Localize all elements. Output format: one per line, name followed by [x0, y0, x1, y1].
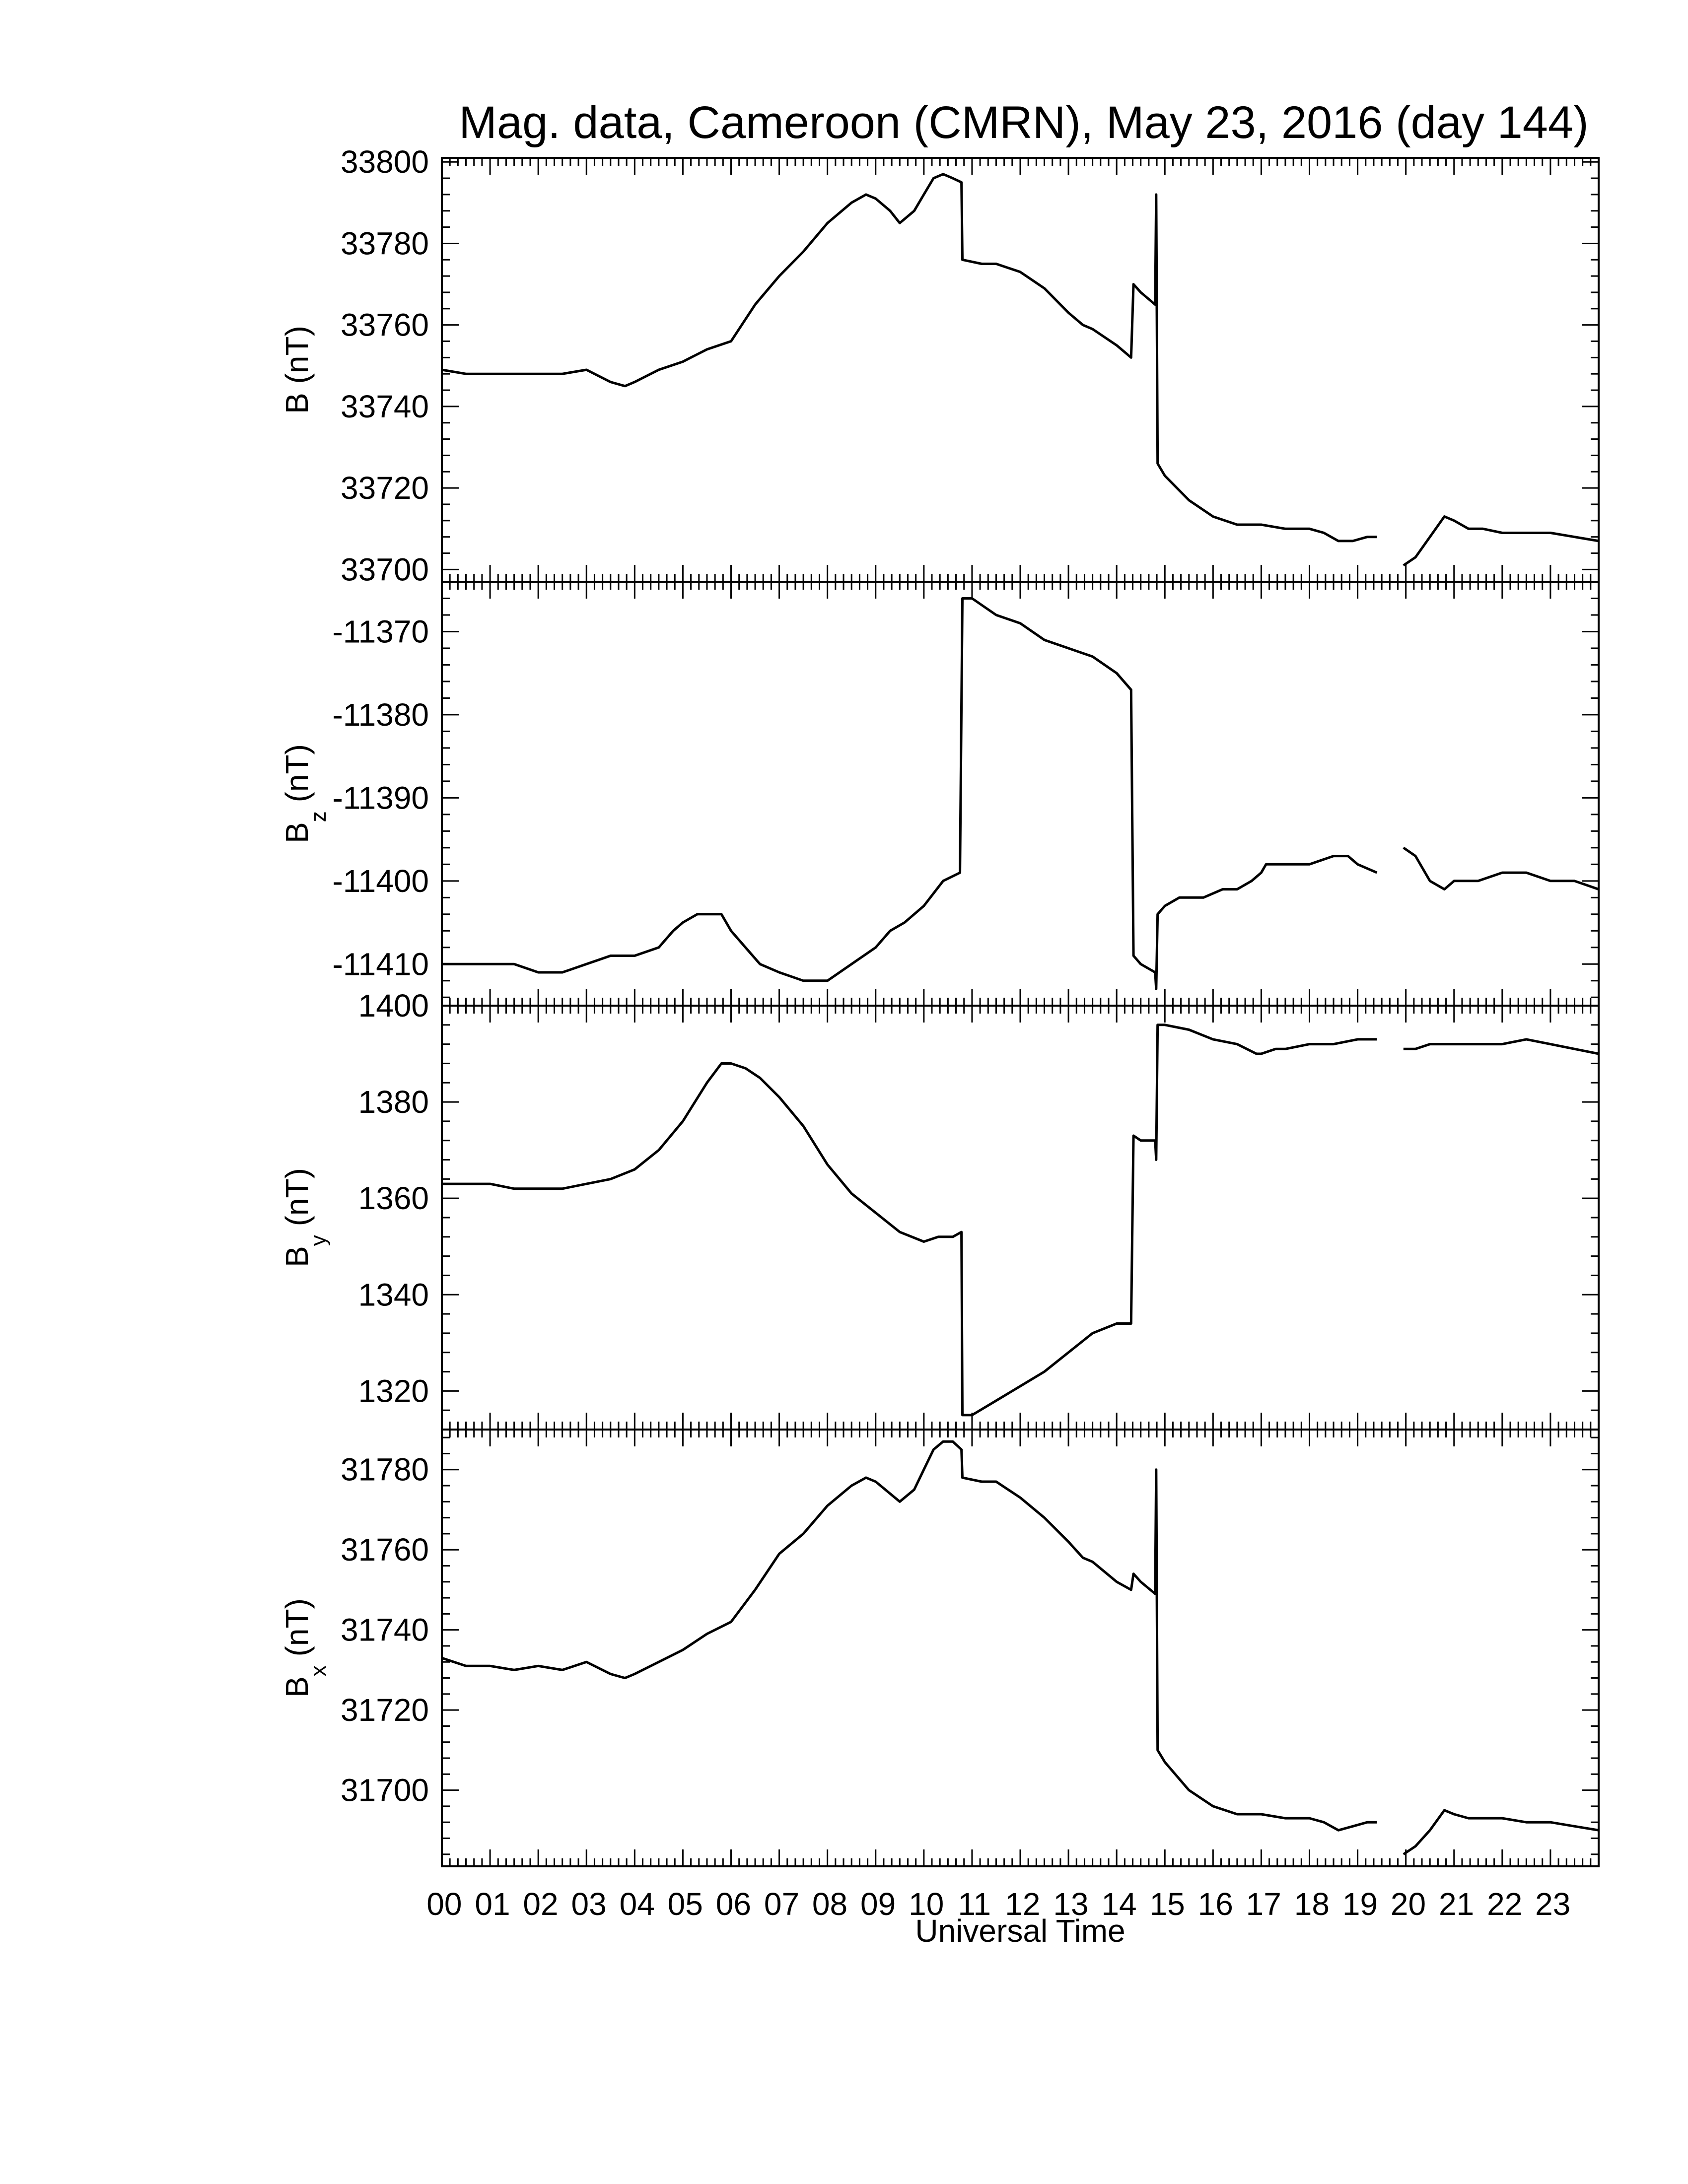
x-tick-label: 11	[958, 1886, 991, 1922]
y-tick-label: 33780	[341, 225, 429, 261]
x-tick-label: 01	[475, 1886, 510, 1922]
y-tick-label: 31720	[341, 1692, 429, 1728]
y-tick-label: -11380	[332, 697, 429, 733]
x-tick-label: 02	[523, 1886, 558, 1922]
panel-b: 33700 33720 33740 33760 33780 33800 B (nT)	[279, 144, 1600, 587]
series-bz-segment-2	[1403, 846, 1599, 891]
x-tick-label: 09	[860, 1886, 896, 1922]
x-tick-label: 13	[1053, 1886, 1088, 1922]
series-bx-segment-1	[441, 1440, 1377, 1832]
x-tick-label: 10	[909, 1886, 944, 1922]
x-tick-label: 18	[1294, 1886, 1330, 1922]
y-axis-label: B (nT)	[279, 326, 315, 414]
x-tick-label: 08	[812, 1886, 847, 1922]
y-tick-label: 1360	[358, 1180, 429, 1216]
x-tick-label: 07	[764, 1886, 799, 1922]
y-axis-label: By (nT)	[279, 1168, 331, 1267]
x-tick-label: 23	[1535, 1886, 1570, 1922]
y-tick-label: 33700	[341, 551, 429, 587]
x-tick-label: 17	[1246, 1886, 1281, 1922]
y-tick-label: 31780	[341, 1452, 429, 1488]
x-tick-label: 22	[1487, 1886, 1522, 1922]
y-tick-label: -11410	[332, 946, 429, 982]
series-b-segment-2	[1403, 515, 1599, 567]
y-axis-label: Bz (nT)	[279, 744, 331, 843]
x-axis-label: Universal Time	[915, 1913, 1125, 1949]
y-tick-label: 33760	[341, 307, 429, 343]
x-tick-label: 04	[620, 1886, 655, 1922]
panel-bx: 31700 31720 31740 31760 31780 Bx (nT)	[279, 1429, 1600, 1867]
x-tick-label: 06	[716, 1886, 751, 1922]
y-axis-label: Bx (nT)	[279, 1598, 331, 1698]
y-tick-label: 33740	[341, 389, 429, 424]
x-tick-labels: 00 01 02 03 04 05 06 07 08 09 10 11 12 13 14 15 16 17 18 19…	[426, 1886, 1570, 1922]
chart-title: Mag. data, Cameroon (CMRN), May 23, 2016…	[459, 97, 1588, 148]
x-tick-label: 05	[668, 1886, 703, 1922]
x-tick-label: 12	[1005, 1886, 1040, 1922]
y-tick-label: 1320	[358, 1373, 429, 1409]
y-tick-label: -11390	[332, 780, 429, 816]
panel-by: 1320 1340 1360 1380 1400 By (nT)	[279, 988, 1600, 1431]
y-tick-label: 1400	[358, 988, 429, 1024]
y-tick-label: 1380	[358, 1084, 429, 1120]
x-tick-label: 15	[1150, 1886, 1185, 1922]
x-tick-label: 14	[1101, 1886, 1136, 1922]
y-tick-label: 33720	[341, 470, 429, 506]
panels-group: 33700 33720 33740 33760 33780 33800 B (nT) -114…	[279, 144, 1600, 1867]
x-tick-label: 03	[571, 1886, 607, 1922]
series-by-segment-1	[442, 1024, 1377, 1417]
x-tick-label: 19	[1342, 1886, 1378, 1922]
plot-frame	[441, 1429, 1600, 1867]
panel-bz: -11410 -11400 -11390 -11380 -11370 Bz (nT)	[279, 581, 1600, 1007]
x-tick-label: 21	[1439, 1886, 1474, 1922]
plot-frame	[441, 1005, 1600, 1431]
y-tick-label: 31740	[341, 1612, 429, 1648]
x-tick-label: 00	[426, 1886, 462, 1922]
y-tick-label: 31700	[341, 1773, 429, 1808]
plot-frame	[441, 581, 1600, 1007]
y-tick-label: -11400	[332, 863, 429, 899]
x-tick-label: 20	[1391, 1886, 1426, 1922]
y-tick-label: 1340	[358, 1277, 429, 1312]
series-bx-segment-2	[1403, 1809, 1599, 1855]
x-tick-label: 16	[1198, 1886, 1233, 1922]
y-tick-label: 33800	[341, 144, 429, 180]
series-bz-segment-1	[442, 597, 1378, 990]
y-tick-label: 31760	[341, 1532, 429, 1568]
series-by-segment-2	[1403, 1038, 1599, 1055]
plot-frame	[441, 157, 1600, 583]
y-tick-label: -11370	[332, 614, 429, 649]
series-b-segment-1	[441, 173, 1377, 543]
